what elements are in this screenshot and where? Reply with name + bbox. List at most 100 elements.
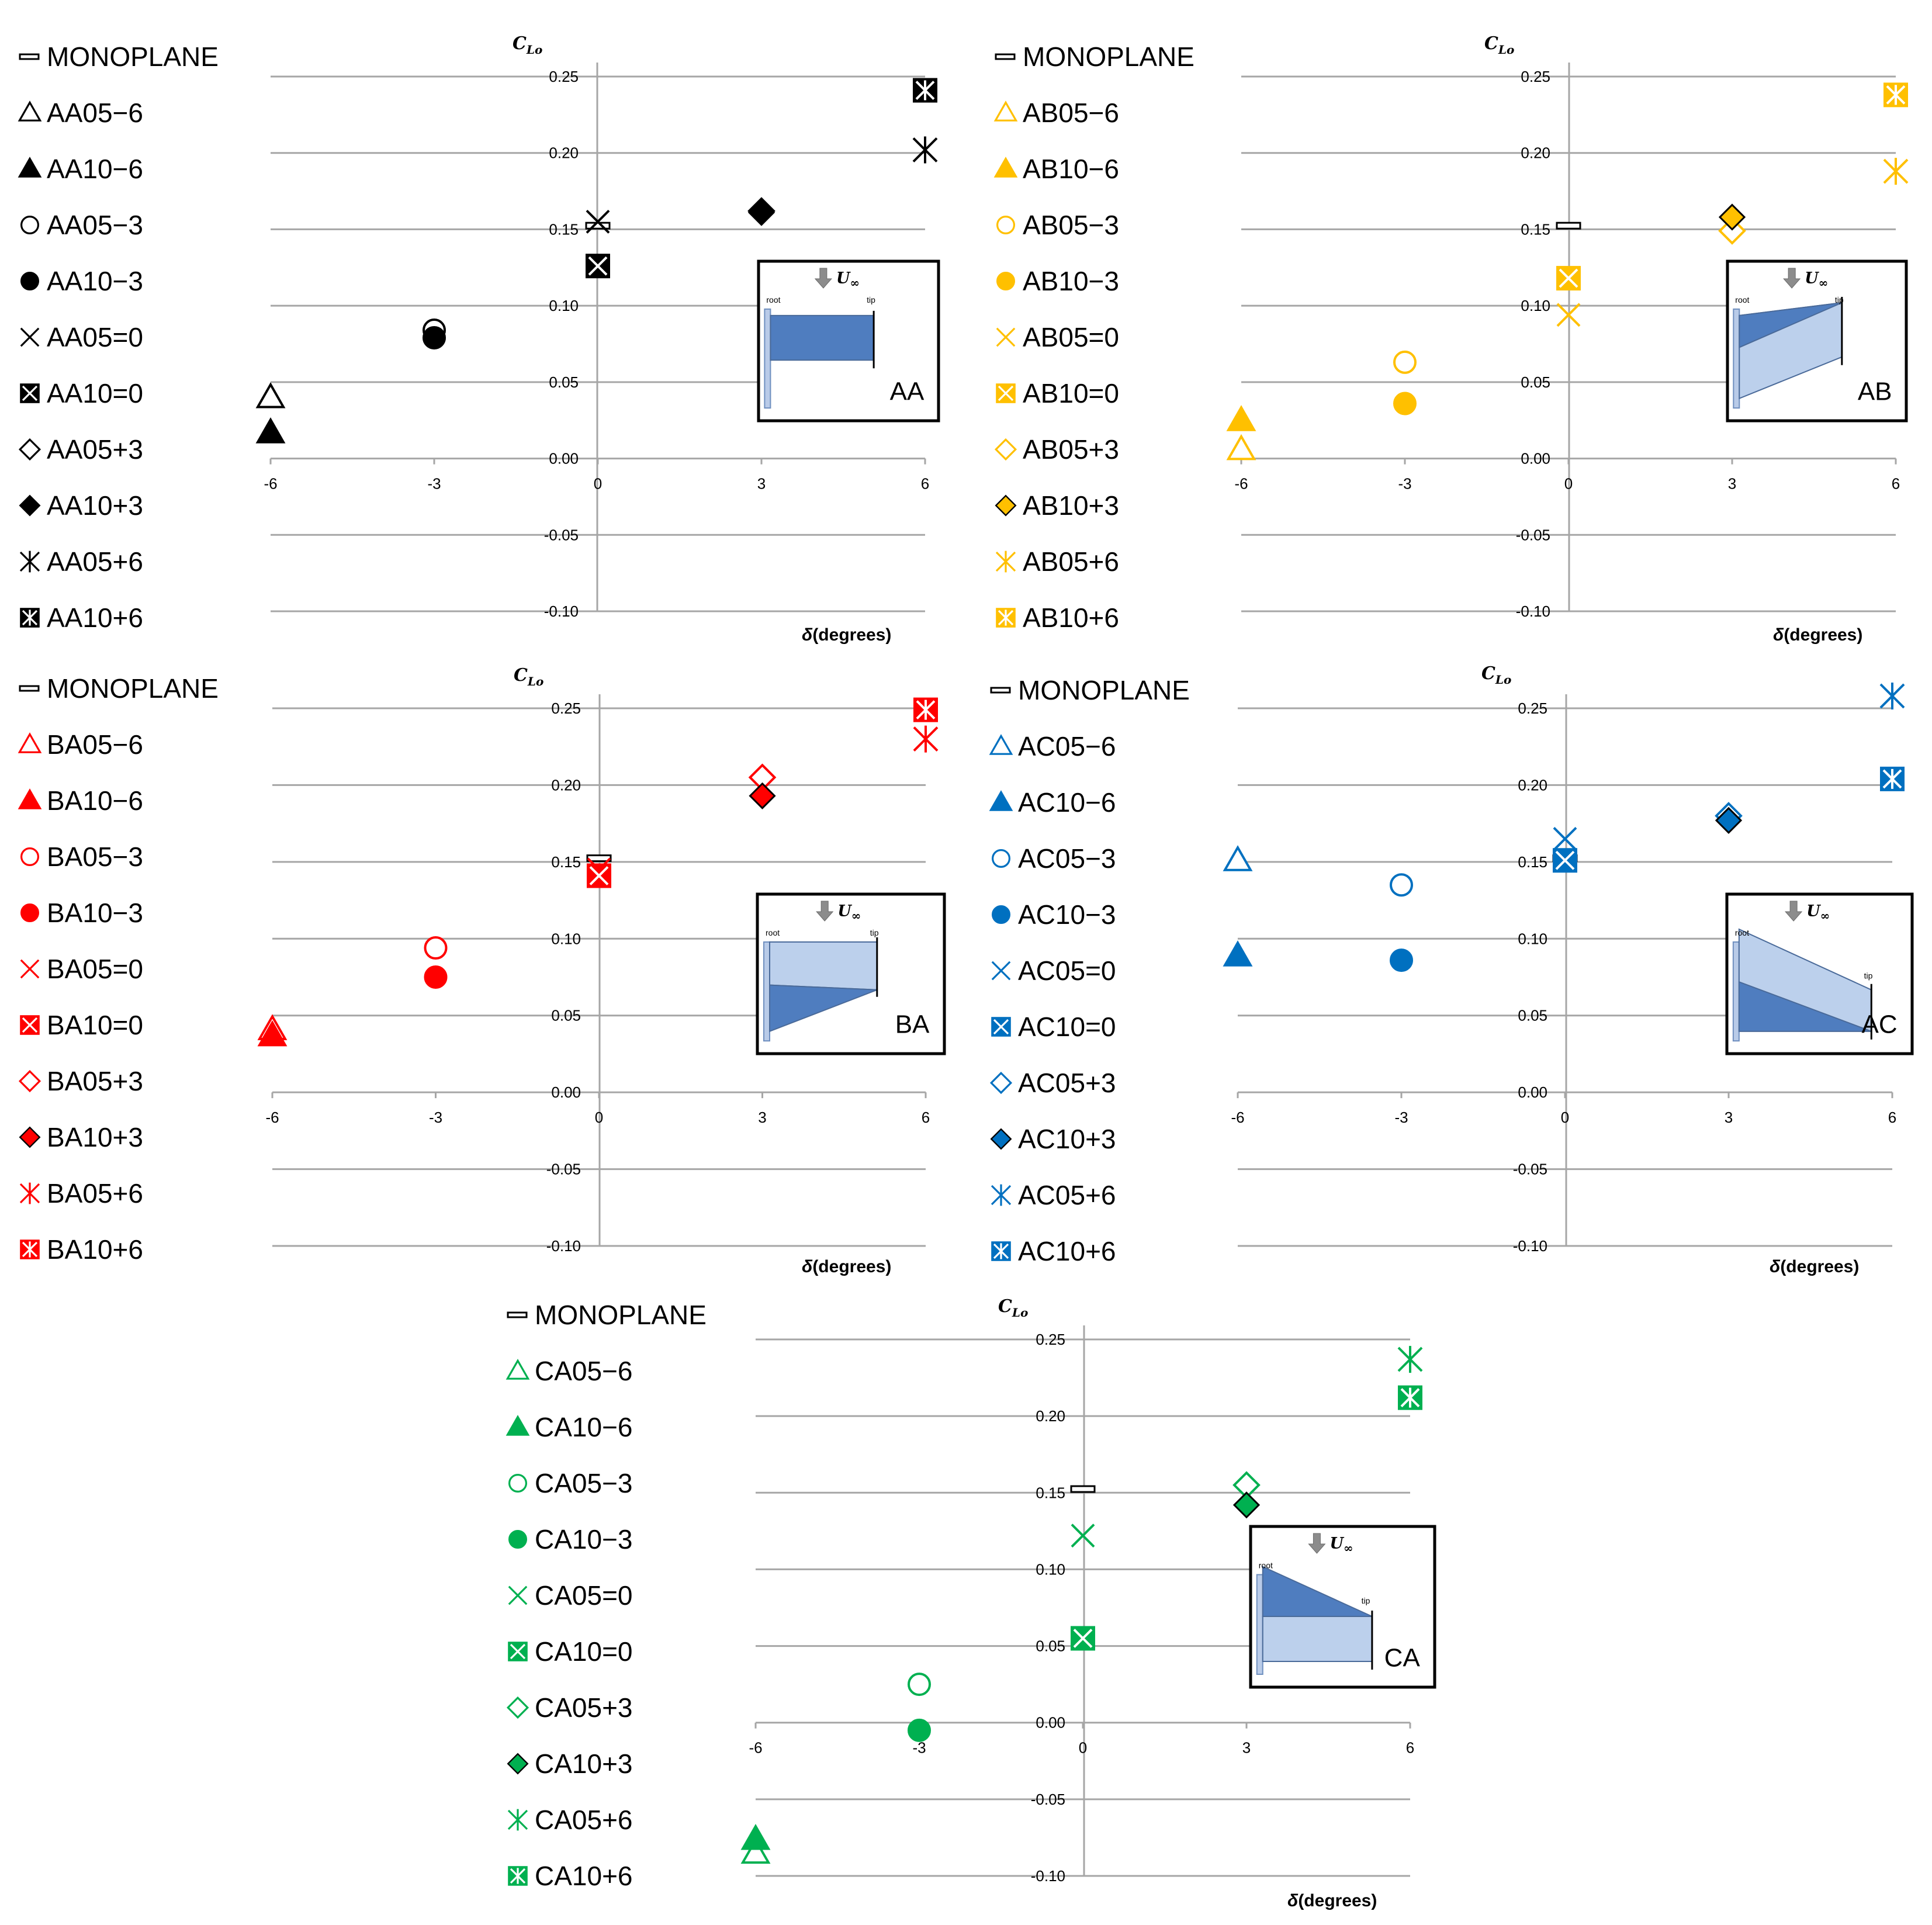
legend-marker-box-star [996, 608, 1016, 628]
legend-label: CA05−6 [535, 1356, 633, 1386]
y-tick-label: -0.05 [1513, 1161, 1547, 1178]
legend-label: AB05+3 [1023, 434, 1119, 465]
marker-cross [993, 1019, 1009, 1035]
legend-label: CA10−6 [535, 1412, 633, 1442]
legend-label: AA10+6 [47, 603, 143, 633]
legend-label: AA05−3 [47, 210, 143, 240]
chart-ab: 0.25 0.20 0.15 0.10 0.05 0.00 -0.05 -0.10 -6 -3 0 3… [993, 33, 1909, 645]
legend-label: BA05+6 [47, 1178, 143, 1209]
legend-marker [995, 494, 1017, 517]
legend-marker-circ-open [20, 847, 40, 867]
legend-marker [20, 271, 40, 291]
x-tick-label: -6 [1231, 1109, 1244, 1126]
marker-cross [22, 1241, 38, 1258]
marker-cross [1886, 85, 1906, 105]
y-axis-label: CLo [1484, 33, 1514, 57]
wing-planform [770, 314, 875, 361]
marker-cross [22, 610, 38, 626]
y-tick-label: 0.15 [549, 220, 579, 238]
legend-marker [991, 961, 1011, 981]
legend-marker [18, 101, 42, 122]
y-tick-label: 0.15 [1036, 1484, 1065, 1501]
legend-marker [989, 734, 1013, 755]
x-tick-label: 3 [1725, 1109, 1733, 1126]
legend: MONOPLANE AC05−6 AC10−6 AC05−3 AC10−3 AC05=0 A… [989, 675, 1190, 1266]
data-point-dia-fill [1718, 203, 1746, 231]
y-tick-label: 0.20 [551, 776, 581, 794]
legend-marker-dash [990, 687, 1011, 694]
x-tick-label: 6 [1406, 1739, 1414, 1757]
legend-label: AC10+6 [1018, 1236, 1116, 1266]
legend-marker-x [20, 327, 40, 347]
legend-label: AC05−3 [1018, 843, 1116, 874]
legend-marker [996, 608, 1016, 628]
data-point-dia-fill [1715, 806, 1743, 835]
legend-marker [18, 1069, 41, 1093]
root-plate [763, 941, 770, 1042]
x-axis-label: δ(degrees) [802, 625, 891, 645]
legend-marker [19, 1182, 40, 1204]
data-point-star [1397, 1346, 1423, 1373]
legend-label: AC10=0 [1018, 1012, 1116, 1042]
data-point-dash [586, 854, 612, 863]
y-tick-label: 0.20 [1518, 776, 1547, 794]
y-tick-label: 0.25 [549, 68, 579, 85]
data-point-box-star [913, 697, 938, 722]
y-tick-label: -0.10 [1516, 603, 1550, 620]
legend-marker [508, 1585, 528, 1605]
legend-label: CA05−3 [535, 1468, 633, 1498]
legend-marker [990, 1128, 1012, 1150]
legend-marker-dia-open [989, 1071, 1013, 1095]
legend-marker-circ-fill [991, 905, 1011, 925]
legend-marker-tri-fill [989, 790, 1013, 811]
x-tick-label: -3 [429, 1109, 442, 1126]
y-tick-label: 0.20 [1036, 1407, 1065, 1425]
x-tick-label: 0 [595, 1109, 603, 1126]
legend-label: AC10−6 [1018, 787, 1116, 818]
inset-flow-sub: ∞ [850, 276, 860, 290]
y-tick-label: 0.00 [549, 450, 579, 468]
x-tick-label: 3 [1728, 475, 1736, 493]
y-tick-label: 0.25 [1518, 700, 1547, 717]
legend-label: AB05+6 [1023, 546, 1119, 577]
data-point-tri-fill [255, 417, 286, 444]
legend-label: AA05=0 [47, 322, 143, 352]
data-point-star [913, 725, 939, 753]
legend-label: BA10=0 [47, 1010, 143, 1040]
marker-cross [916, 700, 936, 720]
legend-label: BA05−3 [47, 842, 143, 872]
inset-config-label: CA [1384, 1643, 1421, 1672]
legend-label: CA10=0 [535, 1636, 633, 1667]
legend-label: CA05+3 [535, 1692, 633, 1723]
x-axis-label-text: (degrees) [1298, 1891, 1377, 1910]
data-point-dia-open [1718, 217, 1746, 245]
inset-tip-label: tip [1864, 971, 1873, 981]
legend-marker-dia-open [994, 438, 1017, 461]
x-axis-label-text: (degrees) [812, 1257, 891, 1276]
x-tick-label: 3 [757, 475, 766, 493]
data-point-circ-fill [423, 326, 446, 350]
legend-label: AC10+3 [1018, 1124, 1116, 1154]
legend: MONOPLANE CA05−6 CA10−6 CA05−3 CA10−3 CA05=0 C… [505, 1300, 707, 1891]
x-tick-label: 0 [1079, 1739, 1087, 1757]
y-tick-label: 0.05 [1521, 373, 1550, 391]
inset-flow-sub: ∞ [1820, 909, 1830, 923]
legend-marker-circ-open [991, 849, 1011, 868]
x-axis-label-symbol: δ [1770, 1257, 1781, 1276]
legend-label: AC05+3 [1018, 1068, 1116, 1098]
y-tick-label: 0.10 [1518, 930, 1547, 947]
data-point-dash [1556, 221, 1581, 230]
legend-marker-star [19, 551, 40, 573]
y-tick-label: -0.10 [546, 1237, 581, 1255]
legend-marker [20, 1240, 40, 1259]
legend-label: BA10−3 [47, 898, 143, 928]
data-point-box-x [587, 863, 611, 888]
legend-marker [506, 1696, 529, 1719]
inset-flow-sub: ∞ [1819, 276, 1829, 290]
y-tick-label: 0.15 [1518, 853, 1547, 871]
x-axis-label-symbol: δ [802, 625, 813, 645]
marker-cross [589, 866, 609, 885]
legend-marker [20, 847, 40, 867]
